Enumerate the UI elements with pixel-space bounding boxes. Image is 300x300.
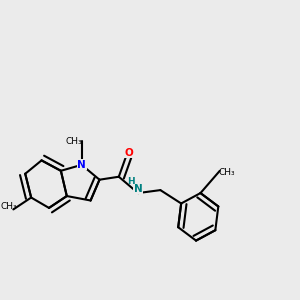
Text: CH₃: CH₃ [1, 202, 17, 211]
Text: N: N [134, 184, 142, 194]
Text: CH₃: CH₃ [66, 136, 82, 146]
Text: H: H [127, 177, 134, 186]
Text: N: N [77, 160, 86, 170]
Text: CH₃: CH₃ [219, 168, 236, 177]
Text: O: O [125, 148, 134, 158]
